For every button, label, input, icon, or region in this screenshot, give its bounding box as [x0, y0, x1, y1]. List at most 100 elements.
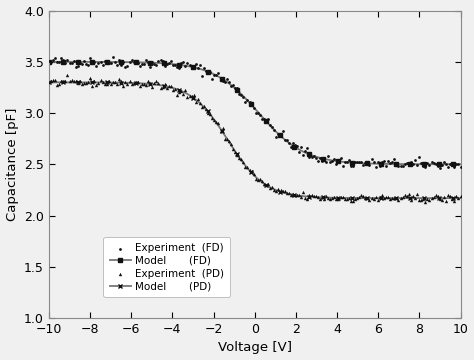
Experiment  (PD): [295, 192, 303, 198]
Experiment  (PD): [279, 188, 286, 194]
Experiment  (PD): [252, 176, 259, 181]
Experiment  (PD): [333, 196, 340, 202]
Experiment  (FD): [318, 158, 326, 164]
Experiment  (FD): [382, 163, 390, 169]
Experiment  (FD): [161, 63, 168, 68]
Experiment  (FD): [70, 58, 77, 64]
Experiment  (PD): [289, 191, 297, 197]
Experiment  (FD): [353, 159, 361, 165]
Experiment  (PD): [418, 197, 425, 203]
Experiment  (FD): [297, 144, 305, 150]
Experiment  (PD): [92, 82, 100, 88]
Experiment  (FD): [115, 57, 123, 63]
Experiment  (FD): [285, 140, 292, 146]
Experiment  (FD): [95, 60, 102, 66]
Experiment  (FD): [411, 158, 419, 163]
Experiment  (FD): [219, 78, 227, 84]
Experiment  (FD): [442, 161, 450, 167]
Experiment  (PD): [242, 164, 249, 170]
Experiment  (PD): [258, 178, 266, 184]
Experiment  (FD): [119, 59, 127, 64]
Line: Model       (PD): Model (PD): [46, 80, 463, 200]
Experiment  (PD): [107, 81, 115, 87]
Experiment  (PD): [426, 197, 433, 202]
Experiment  (PD): [455, 195, 462, 201]
Experiment  (FD): [337, 156, 344, 161]
Experiment  (PD): [457, 193, 465, 199]
Experiment  (PD): [424, 196, 431, 202]
Experiment  (PD): [366, 197, 374, 203]
Experiment  (PD): [196, 100, 204, 106]
Experiment  (FD): [291, 142, 299, 148]
Experiment  (FD): [47, 59, 55, 65]
Experiment  (FD): [345, 158, 353, 163]
Experiment  (FD): [244, 97, 251, 103]
Experiment  (PD): [357, 193, 365, 198]
Experiment  (PD): [97, 77, 104, 83]
Experiment  (FD): [295, 149, 303, 155]
Experiment  (FD): [258, 116, 266, 122]
Experiment  (FD): [103, 60, 110, 66]
Experiment  (FD): [279, 129, 286, 134]
Experiment  (FD): [76, 60, 84, 66]
Experiment  (FD): [153, 62, 160, 68]
Experiment  (FD): [308, 154, 315, 159]
Experiment  (FD): [169, 62, 177, 68]
Experiment  (FD): [378, 159, 386, 165]
Experiment  (FD): [397, 163, 404, 169]
Experiment  (PD): [304, 196, 311, 202]
Experiment  (PD): [291, 193, 299, 198]
Experiment  (PD): [316, 196, 324, 202]
Experiment  (FD): [236, 91, 243, 97]
Experiment  (PD): [310, 193, 318, 199]
Experiment  (FD): [134, 60, 142, 66]
Experiment  (FD): [57, 55, 65, 60]
Experiment  (FD): [432, 162, 439, 167]
Experiment  (PD): [347, 198, 355, 203]
Experiment  (FD): [194, 66, 201, 71]
Experiment  (FD): [401, 161, 409, 167]
Experiment  (FD): [97, 59, 104, 64]
Experiment  (PD): [405, 191, 412, 197]
Experiment  (PD): [167, 83, 175, 89]
Experiment  (PD): [389, 195, 396, 201]
Experiment  (PD): [140, 81, 148, 87]
Experiment  (FD): [391, 156, 398, 162]
Experiment  (FD): [140, 61, 148, 67]
Experiment  (FD): [60, 57, 67, 63]
Experiment  (PD): [327, 196, 334, 202]
Experiment  (FD): [82, 61, 90, 67]
Experiment  (FD): [419, 163, 427, 169]
Model       (PD): [345, 196, 351, 200]
Experiment  (FD): [55, 59, 63, 65]
Experiment  (FD): [204, 69, 212, 75]
Experiment  (PD): [432, 192, 439, 198]
Experiment  (FD): [260, 116, 268, 122]
Experiment  (FD): [434, 163, 442, 169]
Experiment  (PD): [66, 78, 73, 84]
Experiment  (PD): [411, 195, 419, 201]
Experiment  (PD): [186, 93, 193, 99]
Experiment  (PD): [351, 197, 359, 202]
Experiment  (FD): [86, 55, 94, 61]
Experiment  (PD): [384, 194, 392, 200]
Experiment  (PD): [233, 152, 241, 158]
Experiment  (PD): [223, 136, 230, 141]
Experiment  (FD): [415, 154, 423, 160]
Experiment  (FD): [424, 160, 431, 166]
Experiment  (FD): [273, 134, 280, 140]
Experiment  (PD): [105, 78, 113, 84]
Experiment  (FD): [99, 62, 107, 68]
Experiment  (FD): [405, 161, 412, 166]
Experiment  (FD): [314, 158, 321, 164]
Experiment  (FD): [320, 155, 328, 161]
Experiment  (FD): [124, 63, 131, 68]
Experiment  (PD): [244, 164, 251, 170]
Experiment  (FD): [78, 62, 86, 67]
Experiment  (FD): [159, 58, 166, 64]
Experiment  (PD): [177, 89, 185, 94]
Experiment  (PD): [103, 81, 110, 87]
Model       (PD): [180, 90, 186, 94]
Experiment  (FD): [283, 138, 291, 143]
Experiment  (FD): [444, 165, 452, 170]
